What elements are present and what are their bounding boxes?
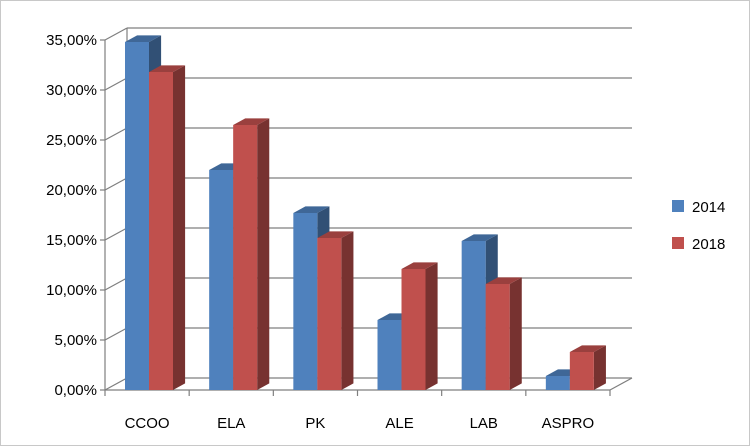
bar-2018-CCOO: [149, 65, 186, 391]
gridline-depth: [104, 327, 128, 341]
y-tick-label: 5,00%: [54, 332, 97, 349]
bar-top: [125, 35, 162, 42]
bar-front: [461, 241, 486, 390]
bar-2018-LAB: [485, 277, 522, 390]
gridline-depth: [104, 377, 128, 391]
bar-front: [125, 42, 149, 390]
legend-item-2014: 2014: [672, 199, 725, 216]
bar-side: [257, 118, 270, 391]
y-axis-tick-labels: 0,00% 5,00% 10,00% 15,00% 20,00% 25,00% 30,00%…: [46, 32, 105, 399]
x-axis-category-labels: CCOO ELA PK ALE LAB ASPRO: [104, 390, 611, 432]
bar-top: [461, 234, 498, 241]
bar-2018-ELA: [233, 118, 270, 391]
bar-front: [233, 125, 258, 390]
gridline-depth: [104, 77, 128, 91]
bar-top: [149, 65, 186, 72]
bar-side: [425, 262, 438, 390]
x-tick-label: LAB: [470, 415, 498, 432]
bar-top: [293, 206, 330, 213]
y-tick-label: 10,00%: [46, 282, 97, 299]
bar-front: [377, 320, 402, 390]
bar-2018-ASPRO: [569, 345, 606, 390]
gridline-depth: [104, 277, 128, 291]
bar-front: [569, 352, 594, 390]
bar-side: [173, 65, 186, 391]
bar-front: [293, 213, 318, 390]
x-tick-label: ELA: [217, 415, 245, 432]
y-tick-label: 15,00%: [46, 232, 97, 249]
bar-front: [545, 376, 570, 390]
x-tick-label: ASPRO: [542, 415, 595, 432]
y-tick-label: 30,00%: [46, 82, 97, 99]
legend-label: 2018: [692, 236, 725, 253]
y-tick-label: 20,00%: [46, 182, 97, 199]
bar-top: [569, 345, 606, 352]
bars: [125, 35, 606, 391]
bar-front: [401, 269, 426, 390]
gridline-depth: [104, 227, 128, 241]
bar-front: [485, 284, 510, 390]
bar-front: [149, 72, 173, 390]
bar-top: [233, 118, 270, 125]
bar-top: [401, 262, 438, 269]
bar-2018-PK: [317, 231, 354, 390]
legend-swatch: [672, 200, 684, 212]
bar-side: [509, 277, 522, 390]
bar-top: [485, 277, 522, 284]
bar-top: [317, 231, 354, 238]
y-tick-label: 0,00%: [54, 382, 97, 399]
legend-swatch: [672, 237, 684, 249]
y-tick-label: 35,00%: [46, 32, 97, 49]
gridline-depth: [104, 127, 128, 141]
legend-item-2018: 2018: [672, 236, 725, 253]
gridline-depth: [104, 177, 128, 191]
bar-front: [317, 238, 342, 390]
bar-side: [341, 231, 354, 390]
legend-label: 2014: [692, 199, 725, 216]
x-tick-label: PK: [305, 415, 325, 432]
y-tick-label: 25,00%: [46, 132, 97, 149]
legend: 2014 2018: [672, 199, 725, 253]
x-tick-label: ALE: [385, 415, 413, 432]
floor-right-edge: [609, 377, 633, 391]
gridline-depth: [104, 27, 128, 41]
bar-side: [593, 345, 606, 390]
bar-front: [209, 170, 234, 390]
x-tick-label: CCOO: [125, 415, 170, 432]
bar-2018-ALE: [401, 262, 438, 390]
